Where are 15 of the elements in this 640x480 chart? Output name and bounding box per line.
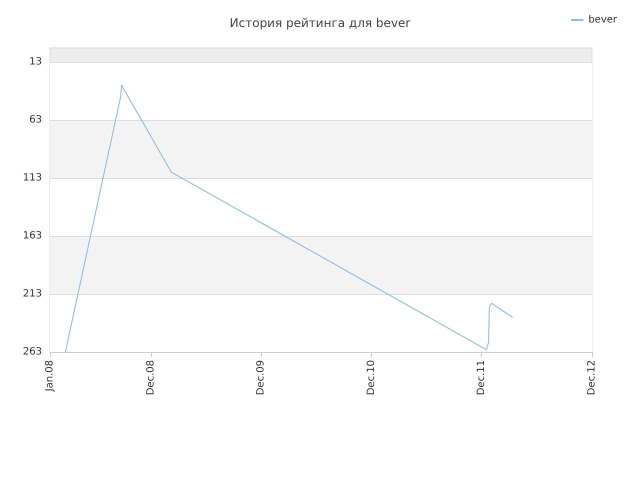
legend-label: bever: [588, 14, 618, 26]
line-series: [64, 84, 513, 352]
y-tick-label: 263: [22, 346, 42, 358]
x-tick-label: Dec.10: [366, 360, 377, 396]
y-tick-label: 163: [22, 230, 42, 242]
x-tick-label: Dec.08: [146, 360, 157, 396]
x-tick-label: Dec.12: [586, 360, 598, 396]
y-tick-label: 63: [29, 114, 42, 126]
x-tick-label: Dec.09: [256, 360, 267, 396]
chart-title: История рейтинга для bever: [230, 16, 410, 30]
x-tick-label: Jan.08: [44, 360, 56, 392]
y-tick-label: 213: [22, 288, 42, 300]
x-tick-label: Dec.11: [476, 360, 488, 396]
y-tick-label: 113: [22, 172, 42, 184]
y-tick-label: 13: [29, 56, 42, 68]
